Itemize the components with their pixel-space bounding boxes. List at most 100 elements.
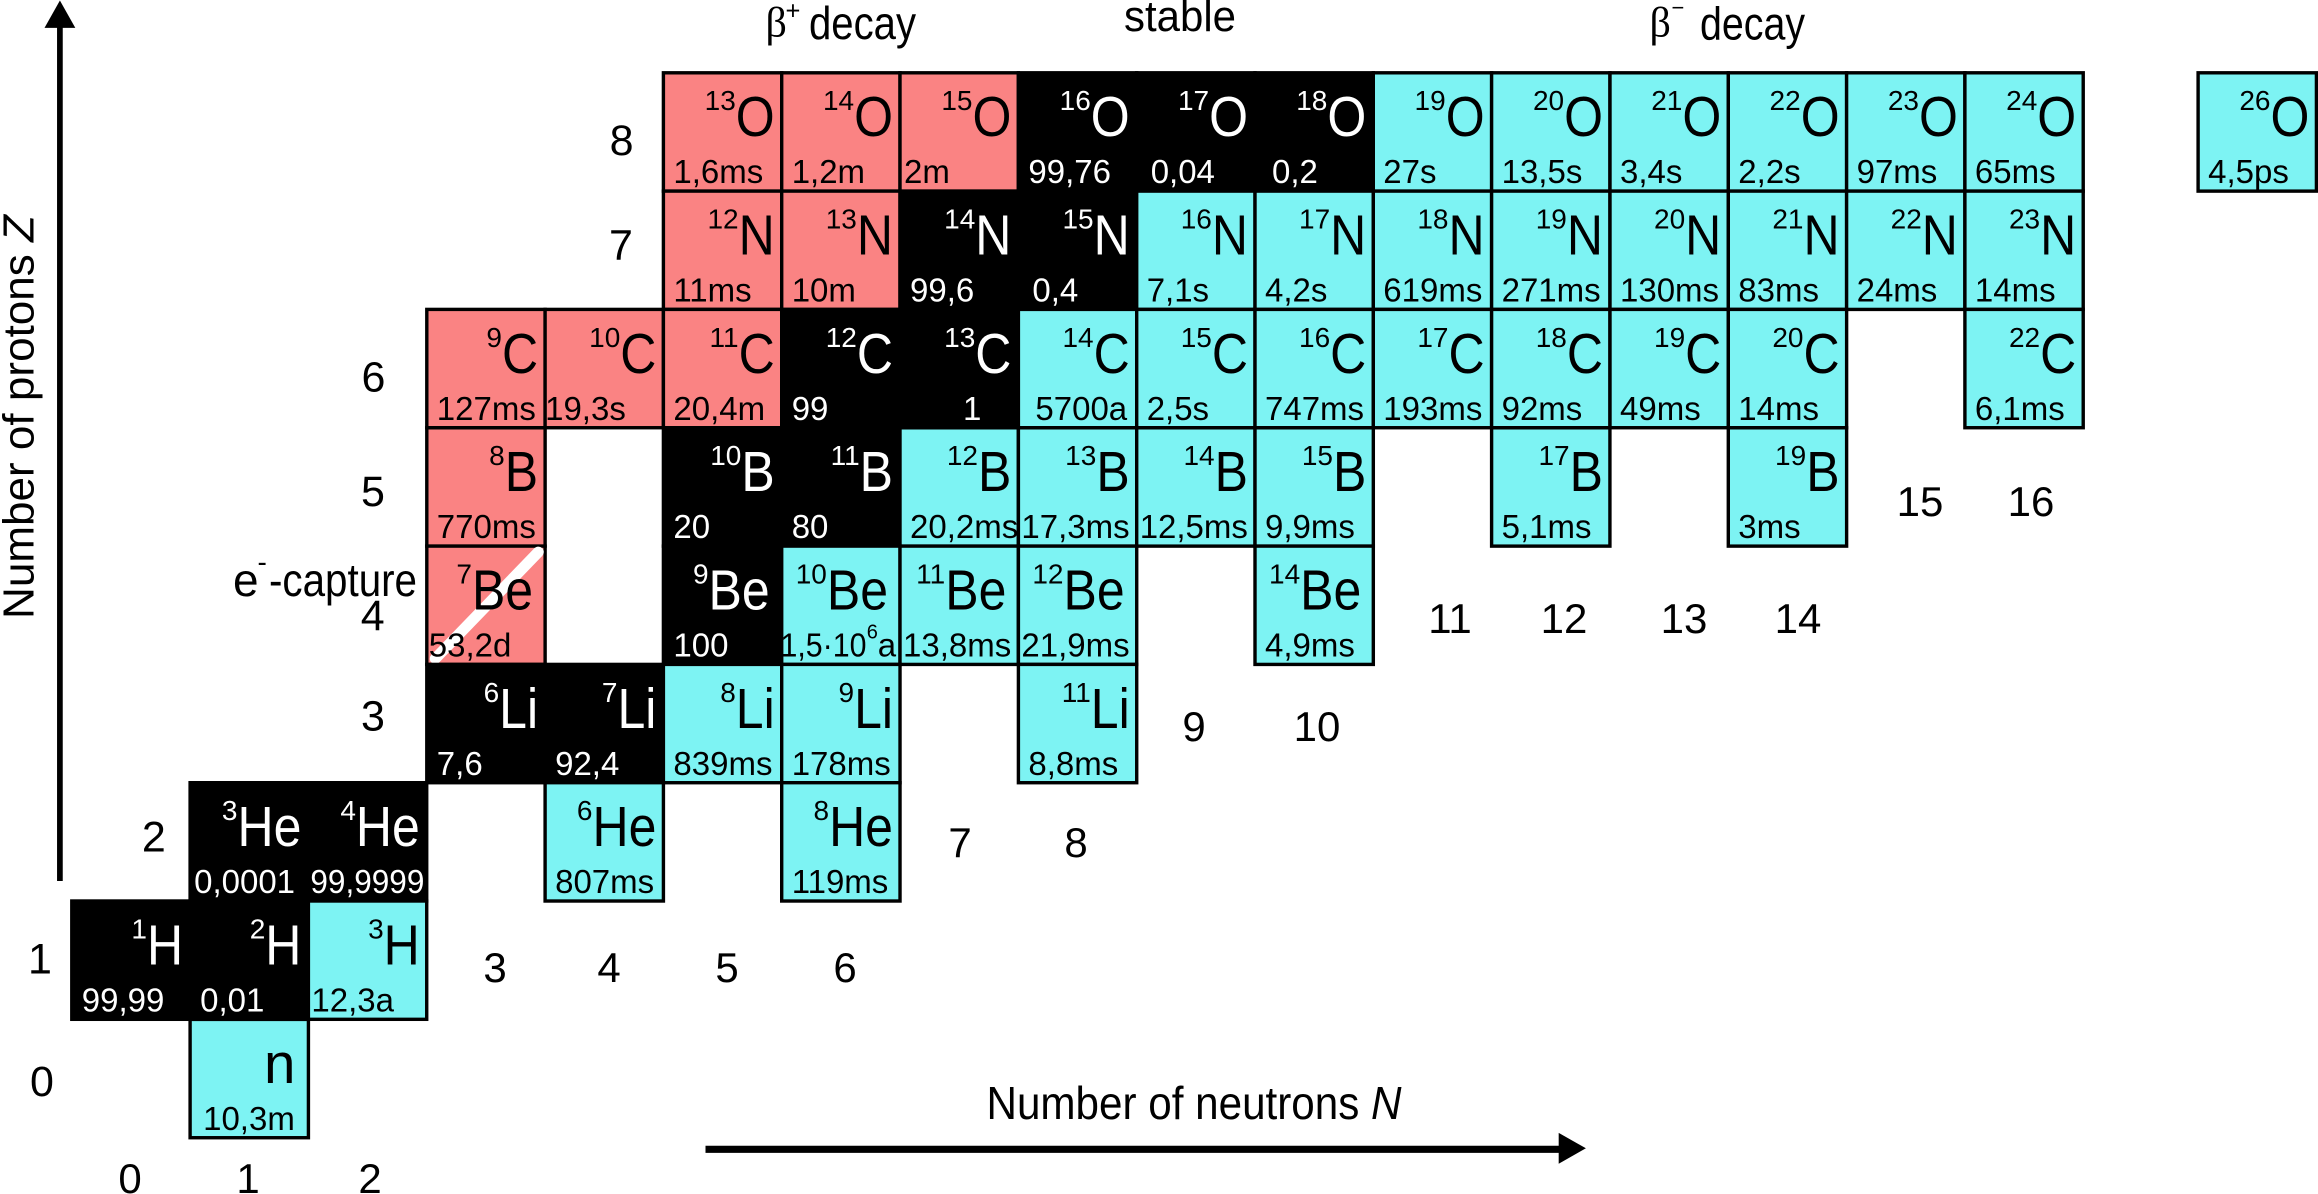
svg-text:13,5s: 13,5s: [1502, 153, 1583, 190]
svg-text:6: 6: [833, 944, 856, 991]
svg-text:1: 1: [236, 1155, 259, 1194]
svg-text:23: 23: [2009, 204, 2040, 235]
svg-text:5700a: 5700a: [1035, 390, 1127, 427]
svg-text:53,2d: 53,2d: [429, 627, 512, 664]
svg-text:83ms: 83ms: [1738, 272, 1819, 309]
svg-text:619ms: 619ms: [1383, 272, 1482, 309]
svg-text:19: 19: [1775, 440, 1806, 471]
svg-text:14: 14: [1775, 595, 1822, 642]
svg-text:O: O: [1919, 86, 1958, 148]
svg-text:10,3m: 10,3m: [203, 1100, 295, 1137]
svg-text:21: 21: [1772, 204, 1803, 235]
svg-text:13: 13: [944, 322, 975, 353]
svg-text:3: 3: [222, 795, 238, 826]
svg-text:12,3a: 12,3a: [311, 981, 394, 1018]
svg-text:Be: Be: [945, 560, 1006, 622]
svg-text:9: 9: [1182, 703, 1205, 750]
svg-text:Li: Li: [736, 678, 775, 740]
svg-text:20,2ms: 20,2ms: [910, 508, 1018, 545]
svg-text:O: O: [1446, 86, 1485, 148]
svg-text:B: B: [978, 441, 1011, 503]
svg-text:4,9ms: 4,9ms: [1265, 627, 1355, 664]
svg-text:20: 20: [673, 508, 710, 545]
svg-text:Li: Li: [499, 678, 538, 740]
svg-text:0,04: 0,04: [1151, 153, 1215, 190]
svg-text:23: 23: [1888, 85, 1919, 116]
svg-text:O: O: [1327, 86, 1366, 148]
svg-text:11ms: 11ms: [673, 272, 751, 309]
svg-text:-capture: -capture: [269, 554, 417, 606]
svg-text:N: N: [1685, 205, 1721, 267]
svg-text:Be: Be: [472, 560, 533, 622]
svg-text:6: 6: [484, 677, 500, 708]
svg-text:8: 8: [720, 677, 736, 708]
svg-text:+: +: [786, 0, 801, 26]
svg-text:5: 5: [361, 468, 385, 516]
svg-text:14: 14: [823, 85, 854, 116]
svg-text:11: 11: [831, 440, 860, 471]
svg-text:16: 16: [1060, 85, 1091, 116]
svg-text:7: 7: [609, 222, 633, 270]
svg-text:49ms: 49ms: [1620, 390, 1701, 427]
svg-text:decay: decay: [809, 0, 916, 49]
svg-text:119ms: 119ms: [792, 863, 889, 900]
svg-text:13,8ms: 13,8ms: [903, 627, 1011, 664]
svg-text:O: O: [1801, 86, 1840, 148]
svg-text:11: 11: [1062, 677, 1091, 708]
svg-text:15: 15: [1897, 478, 1944, 525]
svg-text:10: 10: [1294, 703, 1341, 750]
svg-text:B: B: [1096, 441, 1129, 503]
svg-text:9: 9: [486, 322, 502, 353]
svg-text:C: C: [620, 323, 656, 385]
svg-text:100: 100: [673, 627, 728, 664]
svg-text:15: 15: [1302, 440, 1333, 471]
svg-text:1,5·10: 1,5·10: [781, 627, 867, 664]
svg-text:14: 14: [1269, 559, 1300, 590]
svg-text:-: -: [258, 547, 267, 578]
svg-text:127ms: 127ms: [437, 390, 536, 427]
svg-text:17,3ms: 17,3ms: [1021, 508, 1129, 545]
svg-text:N: N: [1922, 205, 1958, 267]
svg-text:C: C: [1803, 323, 1839, 385]
svg-text:18: 18: [1536, 322, 1567, 353]
svg-text:21: 21: [1651, 85, 1682, 116]
svg-text:4: 4: [340, 795, 356, 826]
svg-text:H: H: [384, 915, 420, 977]
svg-text:O: O: [736, 86, 775, 148]
svg-text:3: 3: [368, 913, 384, 944]
svg-text:Be: Be: [709, 560, 770, 622]
svg-text:Be: Be: [1064, 560, 1125, 622]
svg-text:Li: Li: [617, 678, 656, 740]
svg-text:12: 12: [1541, 595, 1588, 642]
svg-text:H: H: [265, 915, 301, 977]
svg-text:O: O: [1091, 86, 1130, 148]
svg-text:β: β: [766, 1, 787, 47]
svg-text:B: B: [505, 441, 538, 503]
svg-text:0: 0: [30, 1058, 54, 1106]
svg-text:14: 14: [1183, 440, 1214, 471]
svg-text:3ms: 3ms: [1738, 508, 1800, 545]
svg-text:18: 18: [1417, 204, 1448, 235]
svg-text:12: 12: [826, 322, 857, 353]
svg-text:N: N: [1803, 205, 1839, 267]
svg-text:6: 6: [867, 622, 878, 644]
svg-text:3,4s: 3,4s: [1620, 153, 1682, 190]
svg-text:22: 22: [1891, 204, 1922, 235]
svg-text:6: 6: [361, 353, 385, 401]
svg-text:4,2s: 4,2s: [1265, 272, 1327, 309]
svg-text:He: He: [829, 796, 893, 858]
svg-text:20: 20: [1772, 322, 1803, 353]
svg-text:2: 2: [358, 1155, 381, 1194]
svg-text:13: 13: [705, 85, 736, 116]
svg-text:13: 13: [1065, 440, 1096, 471]
svg-text:17: 17: [1417, 322, 1448, 353]
svg-text:7,6: 7,6: [437, 745, 483, 782]
svg-text:C: C: [1567, 323, 1603, 385]
svg-text:O: O: [2271, 86, 2310, 148]
svg-text:21,9ms: 21,9ms: [1021, 627, 1129, 664]
svg-text:N: N: [1567, 205, 1603, 267]
svg-text:14: 14: [944, 204, 975, 235]
svg-text:8: 8: [814, 795, 830, 826]
svg-text:0: 0: [118, 1155, 141, 1194]
svg-text:9: 9: [839, 677, 855, 708]
